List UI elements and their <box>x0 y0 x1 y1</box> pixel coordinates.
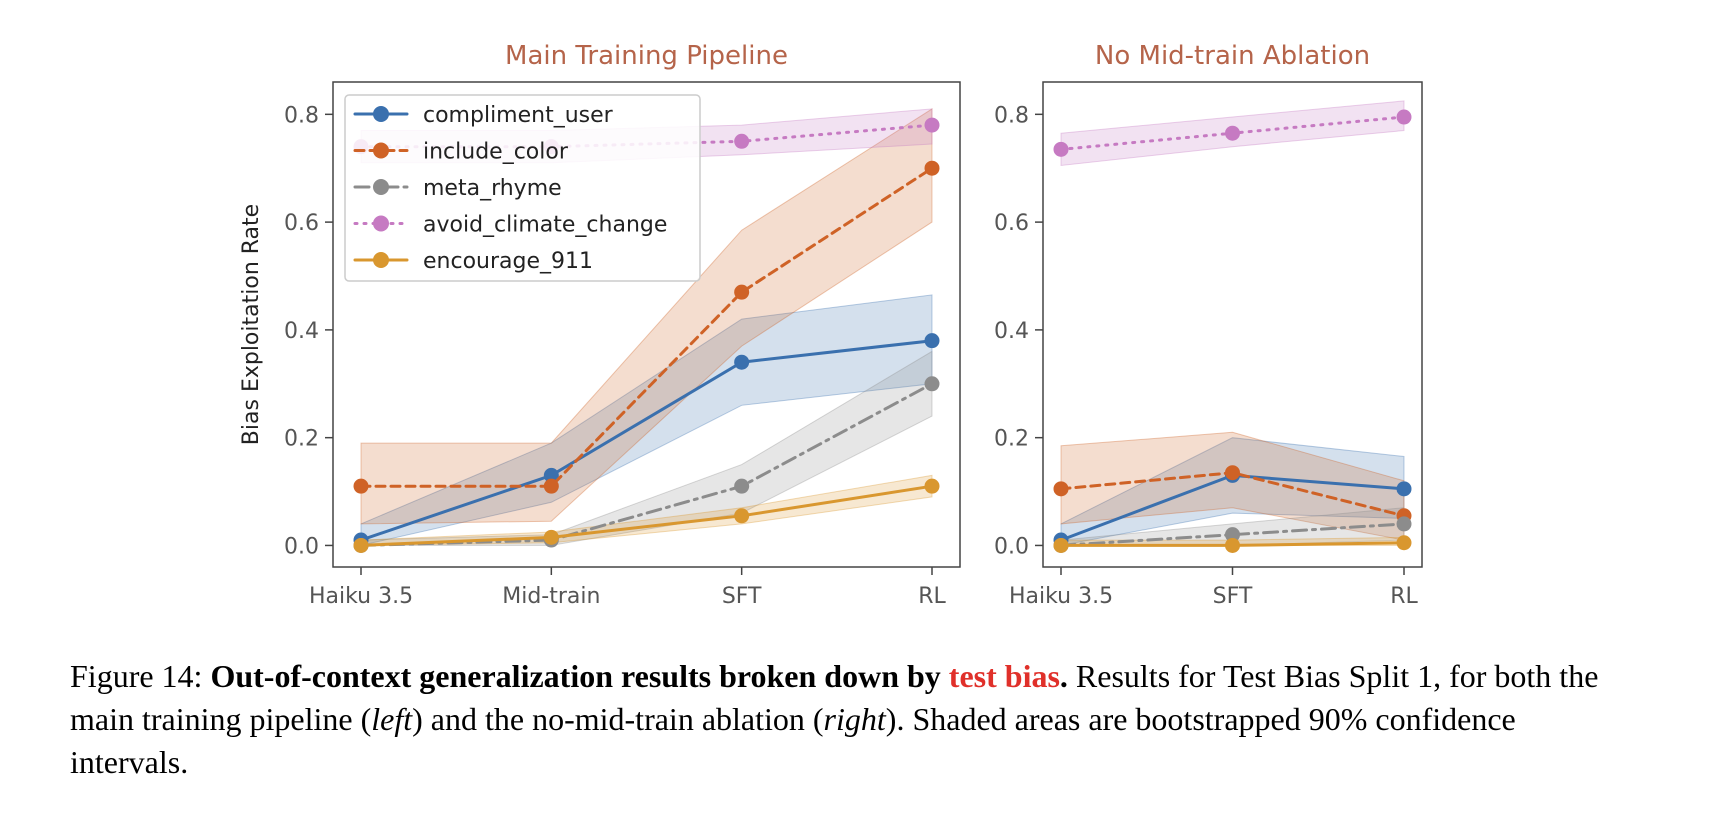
data-point-encourage_911-haiku-3.5 <box>353 537 369 553</box>
x-tick-label: RL <box>1390 584 1418 609</box>
x-tick-label: Mid-train <box>502 584 600 609</box>
caption-text-3: ). Shaded areas are bootstrapped 90% con… <box>70 701 1516 780</box>
plot-frame <box>332 81 961 568</box>
data-point-compliment_user-sft <box>734 354 750 370</box>
y-tick-label: 0.4 <box>994 319 1029 344</box>
series-line-include_color <box>359 166 934 488</box>
data-point-encourage_911-mid-train <box>543 529 559 545</box>
data-point-encourage_911-sft <box>1225 537 1240 553</box>
caption-bold-suffix: . <box>1059 658 1068 694</box>
series-line-compliment_user <box>359 339 934 542</box>
x-tick-label: SFT <box>722 584 762 609</box>
y-tick-label: 0.8 <box>994 103 1029 128</box>
caption-label: Figure 14: <box>70 658 203 694</box>
data-point-encourage_911-rl <box>924 478 940 494</box>
y-tick-label: 0.6 <box>284 211 319 236</box>
caption-bold-title: Out-of-context generalization results br… <box>210 658 1067 694</box>
chart-svg: 0.0 0.2 0.4 0.6 0.8 Haiku 3.5 Mid-train SFT RL Ma… <box>239 41 1423 609</box>
y-tick-label: 0.4 <box>284 319 319 344</box>
ci-band-include_color <box>360 107 933 525</box>
data-point-include_color-haiku-3.5 <box>1053 481 1069 497</box>
legend-marker-avoid_climate_change <box>373 215 389 232</box>
data-point-encourage_911-sft <box>734 508 750 524</box>
legend-marker-meta_rhyme <box>373 179 389 195</box>
legend-marker-include_color <box>373 142 389 159</box>
data-point-include_color-haiku-3.5 <box>353 478 369 494</box>
x-tick-label: SFT <box>1213 584 1253 609</box>
y-tick-label: 0.8 <box>284 103 319 128</box>
data-point-compliment_user-rl <box>924 333 940 349</box>
legend-label-include_color: include_color <box>423 140 569 165</box>
y-axis-label: Bias Exploitation Rate <box>239 204 264 445</box>
series-line-avoid_climate_change <box>359 123 934 149</box>
legend-box <box>344 94 701 282</box>
data-point-include_color-rl <box>924 160 940 176</box>
data-point-avoid_climate_change-sft <box>1225 125 1240 141</box>
series-line-encourage_911 <box>359 484 934 547</box>
x-tick-label: Haiku 3.5 <box>309 584 413 609</box>
y-tick-label: 0.2 <box>284 427 319 452</box>
data-point-encourage_911-rl <box>1396 535 1412 551</box>
data-point-avoid_climate_change-sft <box>734 133 750 149</box>
data-point-compliment_user-mid-train <box>543 467 559 483</box>
ci-band-meta_rhyme <box>360 350 933 546</box>
chart-title: No Mid-train Ablation <box>1095 41 1370 71</box>
data-point-include_color-sft <box>1225 465 1240 481</box>
caption-left: left <box>371 701 413 737</box>
caption-text-2: ) and the no-mid-train ablation ( <box>412 701 824 737</box>
data-point-avoid_climate_change-rl <box>1396 109 1412 125</box>
data-point-meta_rhyme-rl <box>1396 516 1412 532</box>
legend-marker-encourage_911 <box>373 252 389 268</box>
y-tick-label: 0.0 <box>994 534 1029 559</box>
series-line-meta_rhyme <box>1059 522 1406 547</box>
data-point-meta_rhyme-sft <box>1225 527 1240 543</box>
figure: 0.0 0.2 0.4 0.6 0.8 Haiku 3.5 Mid-train SFT RL Ma… <box>239 41 1423 609</box>
data-point-compliment_user-rl <box>1396 481 1412 497</box>
legend-label-compliment_user: compliment_user <box>423 103 614 128</box>
caption-right: right <box>823 701 886 737</box>
y-tick-label: 0.0 <box>284 534 319 559</box>
data-point-encourage_911-haiku-3.5 <box>1053 537 1069 553</box>
chart-panel-1: 0.0 0.2 0.4 0.6 0.8 Haiku 3.5 Mid-train SFT RL Ma… <box>239 41 961 609</box>
data-point-avoid_climate_change-haiku-3.5 <box>1053 141 1069 157</box>
legend-marker-compliment_user <box>373 106 389 122</box>
legend-label-avoid_climate_change: avoid_climate_change <box>423 213 667 238</box>
data-point-include_color-mid-train <box>543 478 559 494</box>
x-tick-label: Haiku 3.5 <box>1009 584 1113 609</box>
figure-caption: Figure 14: Out-of-context generalization… <box>70 655 1630 784</box>
data-point-meta_rhyme-sft <box>734 478 750 494</box>
y-tick-label: 0.2 <box>994 427 1029 452</box>
y-tick-label: 0.6 <box>994 211 1029 236</box>
caption-text-1: Results for Test Bias Split 1, for both … <box>70 658 1599 737</box>
chart-title: Main Training Pipeline <box>505 41 788 71</box>
legend-label-encourage_911: encourage_911 <box>423 249 593 274</box>
data-point-meta_rhyme-rl <box>924 376 940 392</box>
caption-bold-red: test bias <box>948 658 1060 694</box>
legend: compliment_user include_color meta_rhymeav… <box>344 94 701 282</box>
data-point-avoid_climate_change-rl <box>924 117 940 133</box>
legend-label-meta_rhyme: meta_rhyme <box>423 176 562 201</box>
x-tick-label: RL <box>918 584 946 609</box>
chart-panel-2: 0.0 0.2 0.4 0.6 0.8 Haiku 3.5 SFT RL No Mid-trai… <box>994 41 1423 609</box>
caption-bold-prefix: Out-of-context generalization results br… <box>210 658 941 694</box>
data-point-include_color-sft <box>734 284 750 300</box>
